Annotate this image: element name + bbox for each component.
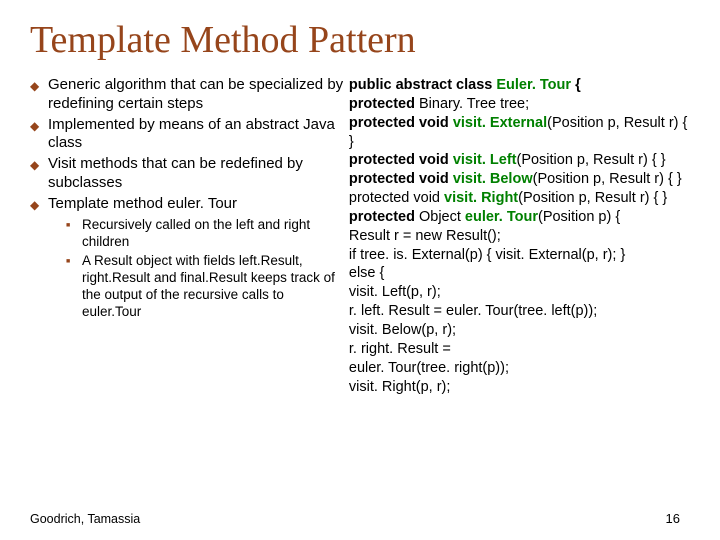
sub-bullet-text: A Result object with fields left.Result,…	[82, 253, 345, 321]
content-area: ◆ Generic algorithm that can be speciali…	[30, 76, 690, 396]
code-line: r. left. Result = euler. Tour(tree. left…	[349, 302, 690, 321]
code-line: protected void visit. Below(Position p, …	[349, 170, 690, 208]
code-line: Result r = new Result();	[349, 227, 690, 246]
sub-bullet-list: ■ Recursively called on the left and rig…	[66, 217, 345, 320]
sub-bullet-text: Recursively called on the left and right…	[82, 217, 345, 251]
sub-bullet-item: ■ Recursively called on the left and rig…	[66, 217, 345, 251]
sub-bullet-item: ■ A Result object with fields left.Resul…	[66, 253, 345, 321]
bullet-item: ◆ Generic algorithm that can be speciali…	[30, 76, 345, 114]
code-line: else {	[349, 264, 690, 283]
bullet-text: Visit methods that can be redefined by s…	[48, 155, 345, 193]
page-number: 16	[666, 511, 680, 526]
code-line: visit. Right(p, r);	[349, 378, 690, 397]
code-line: public abstract class Euler. Tour {	[349, 76, 690, 95]
code-line: euler. Tour(tree. right(p));	[349, 359, 690, 378]
diamond-icon: ◆	[30, 76, 48, 114]
bullet-text: Generic algorithm that can be specialize…	[48, 76, 345, 114]
bullet-item: ◆ Implemented by means of an abstract Ja…	[30, 116, 345, 154]
bullet-item: ◆ Template method euler. Tour	[30, 195, 345, 214]
diamond-icon: ◆	[30, 116, 48, 154]
code-line: protected void visit. Left(Position p, R…	[349, 151, 690, 170]
code-line: if tree. is. External(p) { visit. Extern…	[349, 246, 690, 265]
code-line: protected Binary. Tree tree;	[349, 95, 690, 114]
code-line: protected void visit. External(Position …	[349, 114, 690, 152]
code-line: visit. Left(p, r);	[349, 283, 690, 302]
code-line: protected Object euler. Tour(Position p)…	[349, 208, 690, 227]
bullet-item: ◆ Visit methods that can be redefined by…	[30, 155, 345, 193]
footer-authors: Goodrich, Tamassia	[30, 512, 140, 526]
left-column: ◆ Generic algorithm that can be speciali…	[30, 76, 345, 396]
bullet-text: Template method euler. Tour	[48, 195, 345, 214]
slide-title: Template Method Pattern	[30, 18, 690, 62]
code-line: visit. Below(p, r);	[349, 321, 690, 340]
right-column-code: public abstract class Euler. Tour { prot…	[349, 76, 690, 396]
diamond-icon: ◆	[30, 155, 48, 193]
square-icon: ■	[66, 217, 82, 251]
square-icon: ■	[66, 253, 82, 321]
bullet-text: Implemented by means of an abstract Java…	[48, 116, 345, 154]
diamond-icon: ◆	[30, 195, 48, 214]
code-line: r. right. Result =	[349, 340, 690, 359]
